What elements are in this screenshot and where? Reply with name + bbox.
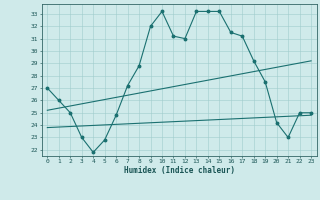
- X-axis label: Humidex (Indice chaleur): Humidex (Indice chaleur): [124, 166, 235, 175]
